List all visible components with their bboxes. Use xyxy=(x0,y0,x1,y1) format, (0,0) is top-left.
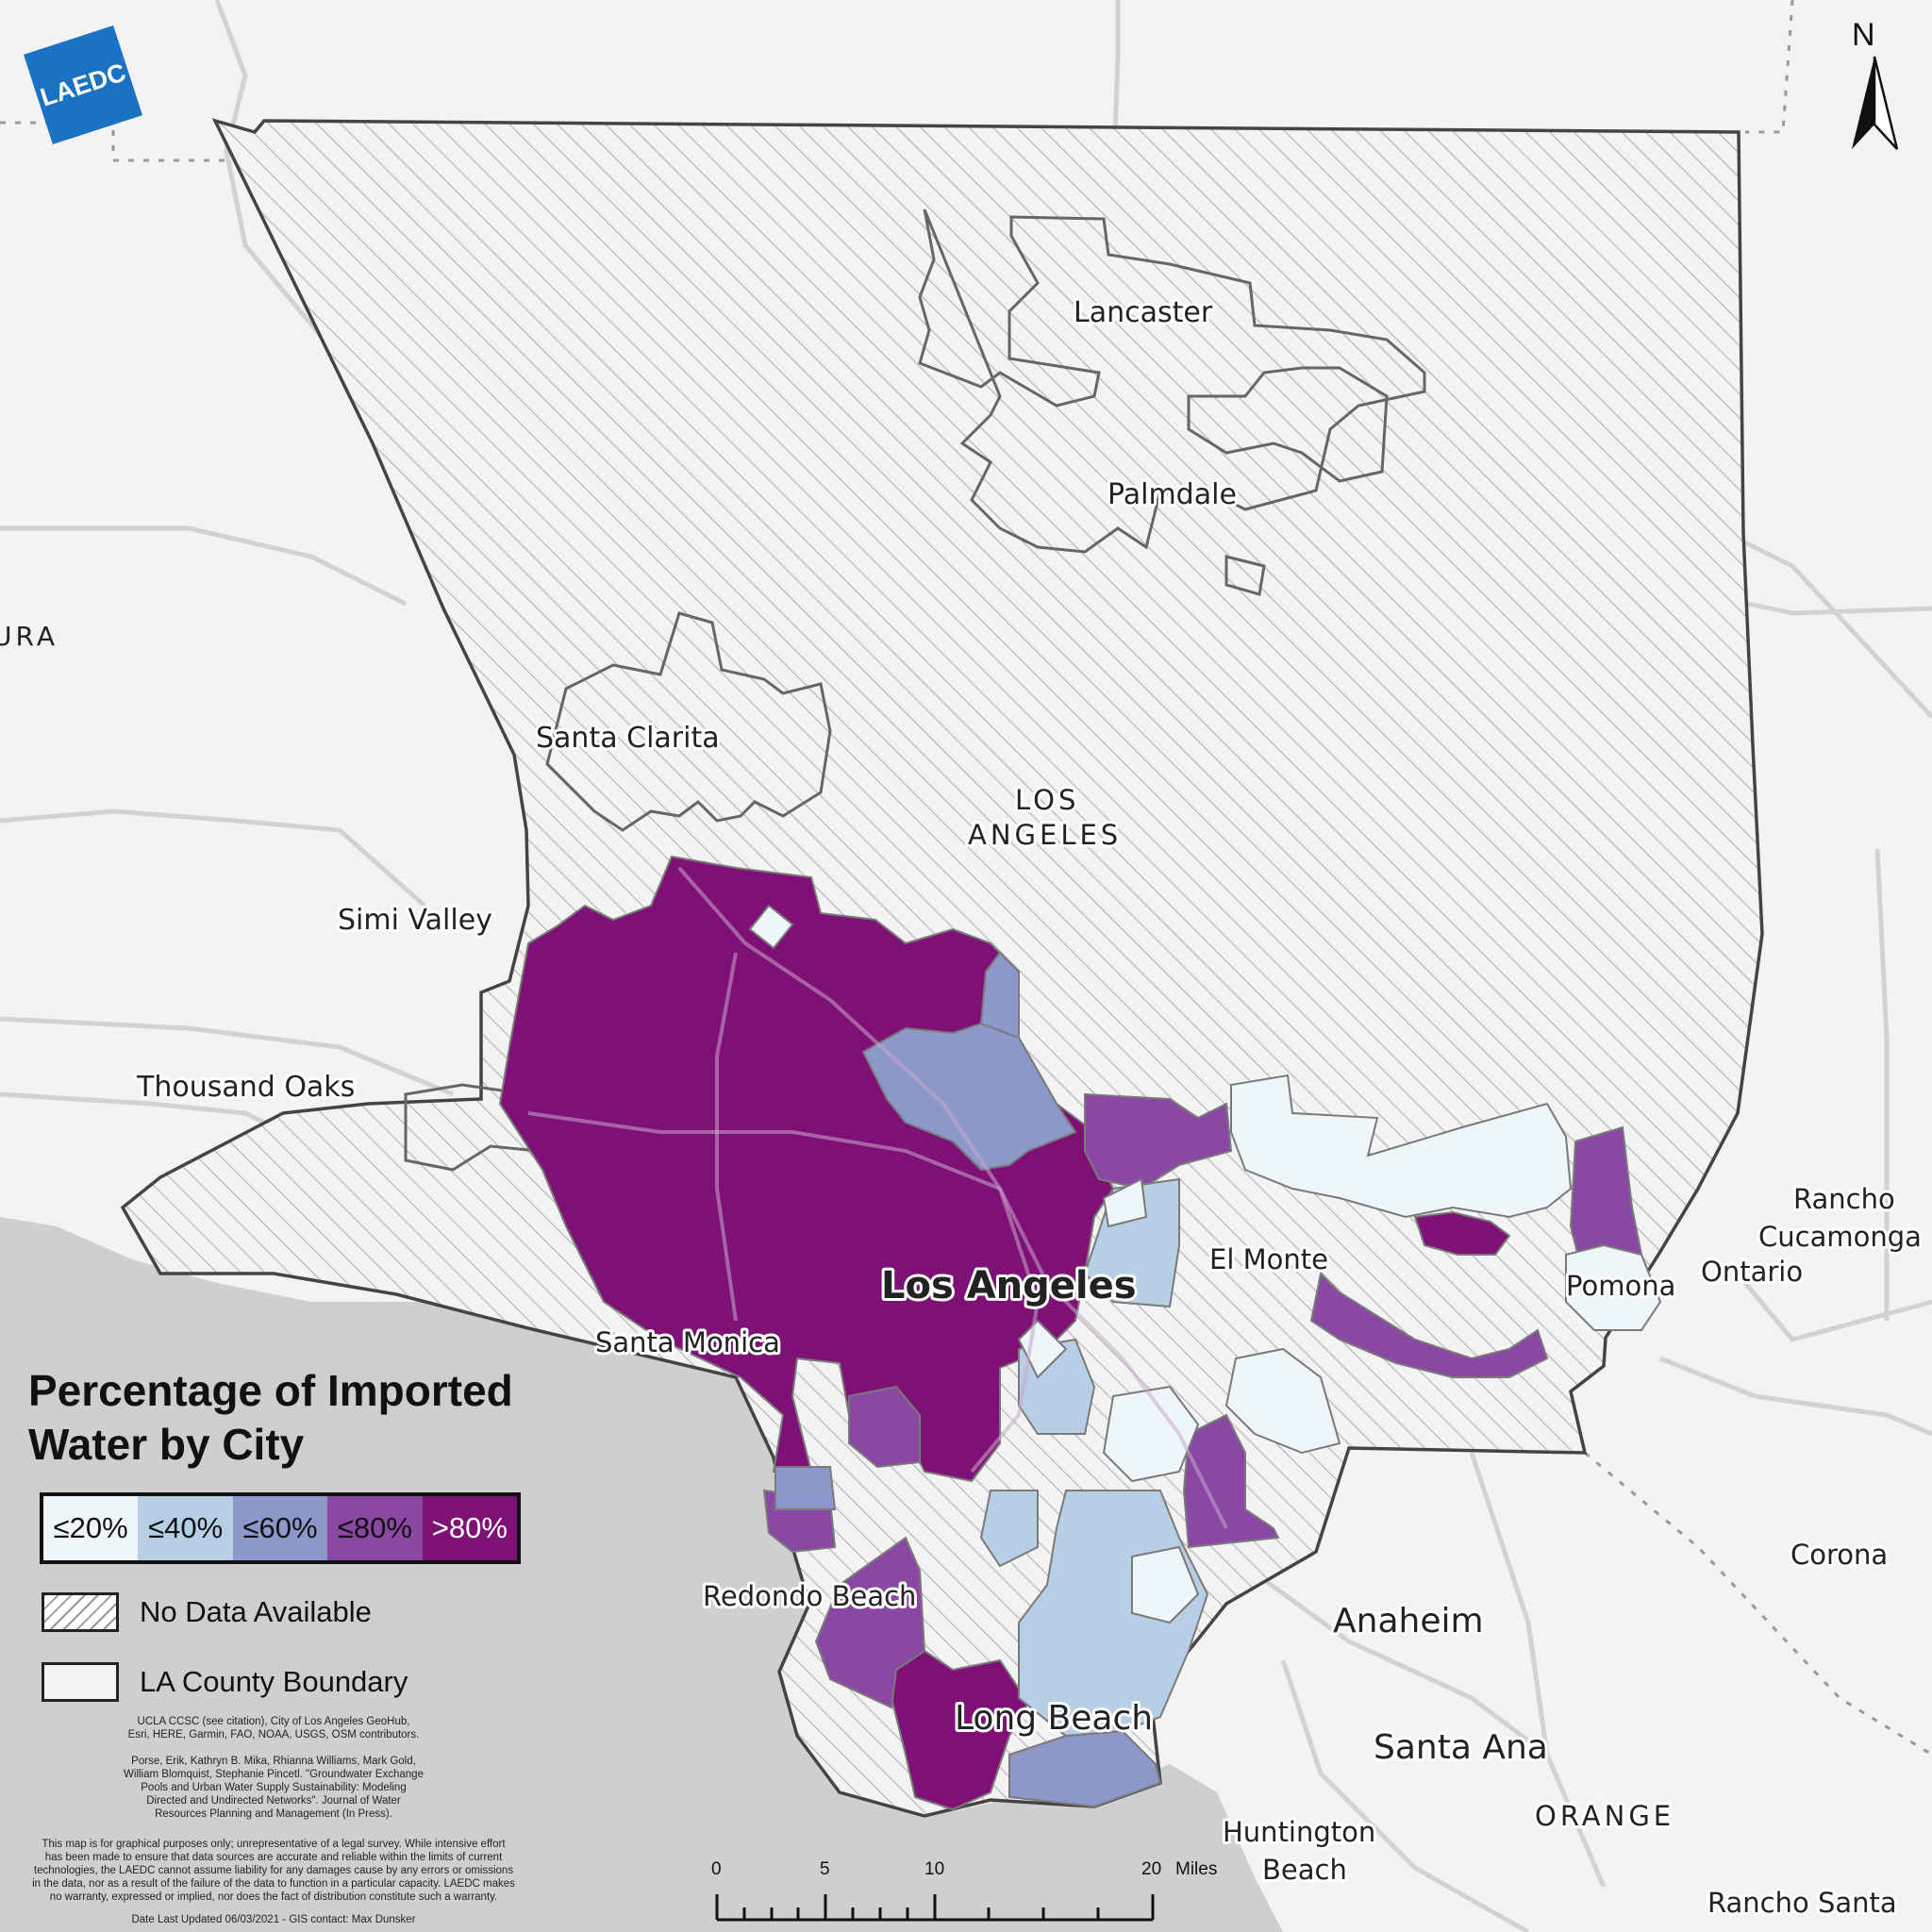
label-rancho-cucamonga-2: Cucamonga xyxy=(1758,1221,1922,1253)
scale-label-unit: Miles xyxy=(1175,1859,1218,1879)
north-arrow xyxy=(1852,56,1899,150)
legend-title: Percentage of Imported Water by City xyxy=(28,1364,513,1472)
class-le60 xyxy=(774,951,1162,1808)
label-pomona: Pomona xyxy=(1566,1270,1675,1302)
credit-line: no warranty, expressed or implied, nor d… xyxy=(49,1891,498,1903)
credits-updated: Date Last Updated 06/03/2021 - GIS conta… xyxy=(131,1914,416,1925)
legend-class-4: >80% xyxy=(422,1496,518,1560)
label-lancaster: Lancaster xyxy=(1074,296,1213,329)
label-orange-county: ORANGE xyxy=(1535,1800,1674,1832)
scale-label-20: 20 xyxy=(1141,1859,1162,1879)
legend-color-bar: ≤20% ≤40% ≤60% ≤80% >80% xyxy=(40,1492,521,1564)
scale-label-10: 10 xyxy=(924,1859,945,1879)
credits-citation: Porse, Erik, Kathryn B. Mika, Rhianna Wi… xyxy=(66,1755,481,1821)
credit-line: technologies, the LAEDC cannot assume li… xyxy=(33,1865,514,1876)
class-gt80 xyxy=(498,855,1511,1811)
legend-boundary: LA County Boundary xyxy=(42,1662,408,1702)
boundary-swatch xyxy=(42,1662,119,1702)
label-el-monte: El Monte xyxy=(1209,1243,1328,1275)
credit-line: Esri, HERE, Garmin, FAO, NOAA, USGS, OSM… xyxy=(127,1729,420,1740)
label-rancho-cucamonga-1: Rancho xyxy=(1793,1183,1895,1215)
label-simi-valley: Simi Valley xyxy=(338,904,492,937)
north-city-outlines xyxy=(404,208,1426,1172)
credit-line: has been made to ensure that data source… xyxy=(44,1852,503,1863)
class-le20 xyxy=(748,904,1662,1624)
label-los-angeles-county-2: ANGELES xyxy=(968,819,1122,851)
label-anaheim: Anaheim xyxy=(1333,1602,1484,1641)
legend-title-line1: Percentage of Imported xyxy=(28,1366,513,1415)
freeways xyxy=(527,866,1228,1529)
label-ontario: Ontario xyxy=(1701,1256,1803,1288)
legend-no-data: No Data Available xyxy=(42,1592,372,1632)
north-label: N xyxy=(1852,17,1875,53)
label-los-angeles-county-1: LOS xyxy=(1015,784,1079,816)
boundary-label: LA County Boundary xyxy=(140,1665,408,1698)
scale-label-0: 0 xyxy=(711,1859,722,1879)
label-los-angeles-city: Los Angeles xyxy=(881,1264,1137,1307)
credits-disclaimer: This map is for graphical purposes only;… xyxy=(0,1838,547,1904)
county-line-dotted xyxy=(0,0,1932,1757)
label-redondo-beach: Redondo Beach xyxy=(703,1580,916,1612)
label-santa-ana: Santa Ana xyxy=(1374,1728,1548,1767)
credit-line: UCLA CCSC (see citation), City of Los An… xyxy=(137,1716,410,1727)
credit-line: William Blomquist, Stephanie Pincetl. "G… xyxy=(124,1769,424,1780)
label-ventura-fragment: URA xyxy=(0,621,58,652)
legend-class-2: ≤60% xyxy=(232,1496,328,1560)
ocean-area xyxy=(0,1217,1283,1932)
label-long-beach: Long Beach xyxy=(955,1699,1153,1738)
credit-line: Resources Planning and Management (In Pr… xyxy=(155,1808,392,1820)
legend-title-line2: Water by City xyxy=(28,1420,305,1469)
logo-text: LAEDC xyxy=(36,57,129,112)
credit-line: This map is for graphical purposes only;… xyxy=(42,1839,506,1850)
credit-line: in the data, nor as a result of the fail… xyxy=(32,1878,515,1890)
label-huntington-beach-2: Beach xyxy=(1262,1854,1347,1886)
legend-class-0: ≤20% xyxy=(43,1496,139,1560)
label-rancho-santa: Rancho Santa xyxy=(1707,1887,1897,1919)
legend-class-1: ≤40% xyxy=(138,1496,233,1560)
credits-sources: UCLA CCSC (see citation), City of Los An… xyxy=(66,1715,481,1741)
scale-bar xyxy=(715,1894,1155,1922)
no-data-label: No Data Available xyxy=(140,1595,372,1628)
place-labels: Lancaster Palmdale Santa Clarita LOS ANG… xyxy=(0,293,1924,1922)
no-data-swatch xyxy=(42,1592,119,1632)
credit-line: Directed and Undirected Networks". Journ… xyxy=(146,1795,401,1807)
legend-class-3: ≤80% xyxy=(327,1496,423,1560)
label-palmdale: Palmdale xyxy=(1108,478,1237,511)
scale-label-5: 5 xyxy=(820,1859,830,1879)
label-huntington-beach-1: Huntington xyxy=(1223,1816,1375,1848)
label-corona: Corona xyxy=(1790,1539,1888,1571)
label-santa-clarita: Santa Clarita xyxy=(536,722,720,755)
credit-line: Pools and Urban Water Supply Sustainabil… xyxy=(141,1782,407,1793)
label-santa-monica: Santa Monica xyxy=(595,1326,780,1358)
label-thousand-oaks: Thousand Oaks xyxy=(136,1071,355,1104)
credit-line: Porse, Erik, Kathryn B. Mika, Rhianna Wi… xyxy=(131,1756,416,1767)
